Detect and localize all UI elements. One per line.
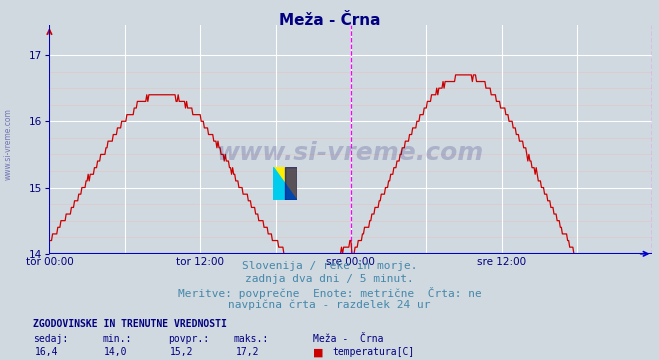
Text: 14,0: 14,0 xyxy=(103,347,127,357)
Text: zadnja dva dni / 5 minut.: zadnja dva dni / 5 minut. xyxy=(245,274,414,284)
Text: 16,4: 16,4 xyxy=(34,347,58,357)
Text: 15,2: 15,2 xyxy=(169,347,193,357)
Text: ■: ■ xyxy=(313,347,324,357)
Polygon shape xyxy=(273,167,297,200)
Text: www.si-vreme.com: www.si-vreme.com xyxy=(217,141,484,165)
Text: sedaj:: sedaj: xyxy=(33,334,68,344)
Text: Meritve: povprečne  Enote: metrične  Črta: ne: Meritve: povprečne Enote: metrične Črta:… xyxy=(178,287,481,299)
Text: povpr.:: povpr.: xyxy=(168,334,209,344)
Text: temperatura[C]: temperatura[C] xyxy=(333,347,415,357)
Text: Slovenija / reke in morje.: Slovenija / reke in morje. xyxy=(242,261,417,271)
Polygon shape xyxy=(285,167,297,200)
Text: maks.:: maks.: xyxy=(234,334,269,344)
Text: ZGODOVINSKE IN TRENUTNE VREDNOSTI: ZGODOVINSKE IN TRENUTNE VREDNOSTI xyxy=(33,319,227,329)
Text: navpična črta - razdelek 24 ur: navpična črta - razdelek 24 ur xyxy=(228,300,431,310)
Polygon shape xyxy=(273,167,297,200)
Text: min.:: min.: xyxy=(102,334,132,344)
Text: 17,2: 17,2 xyxy=(235,347,259,357)
Text: Meža - Črna: Meža - Črna xyxy=(279,13,380,28)
Text: www.si-vreme.com: www.si-vreme.com xyxy=(3,108,13,180)
Text: Meža -  Črna: Meža - Črna xyxy=(313,334,384,344)
